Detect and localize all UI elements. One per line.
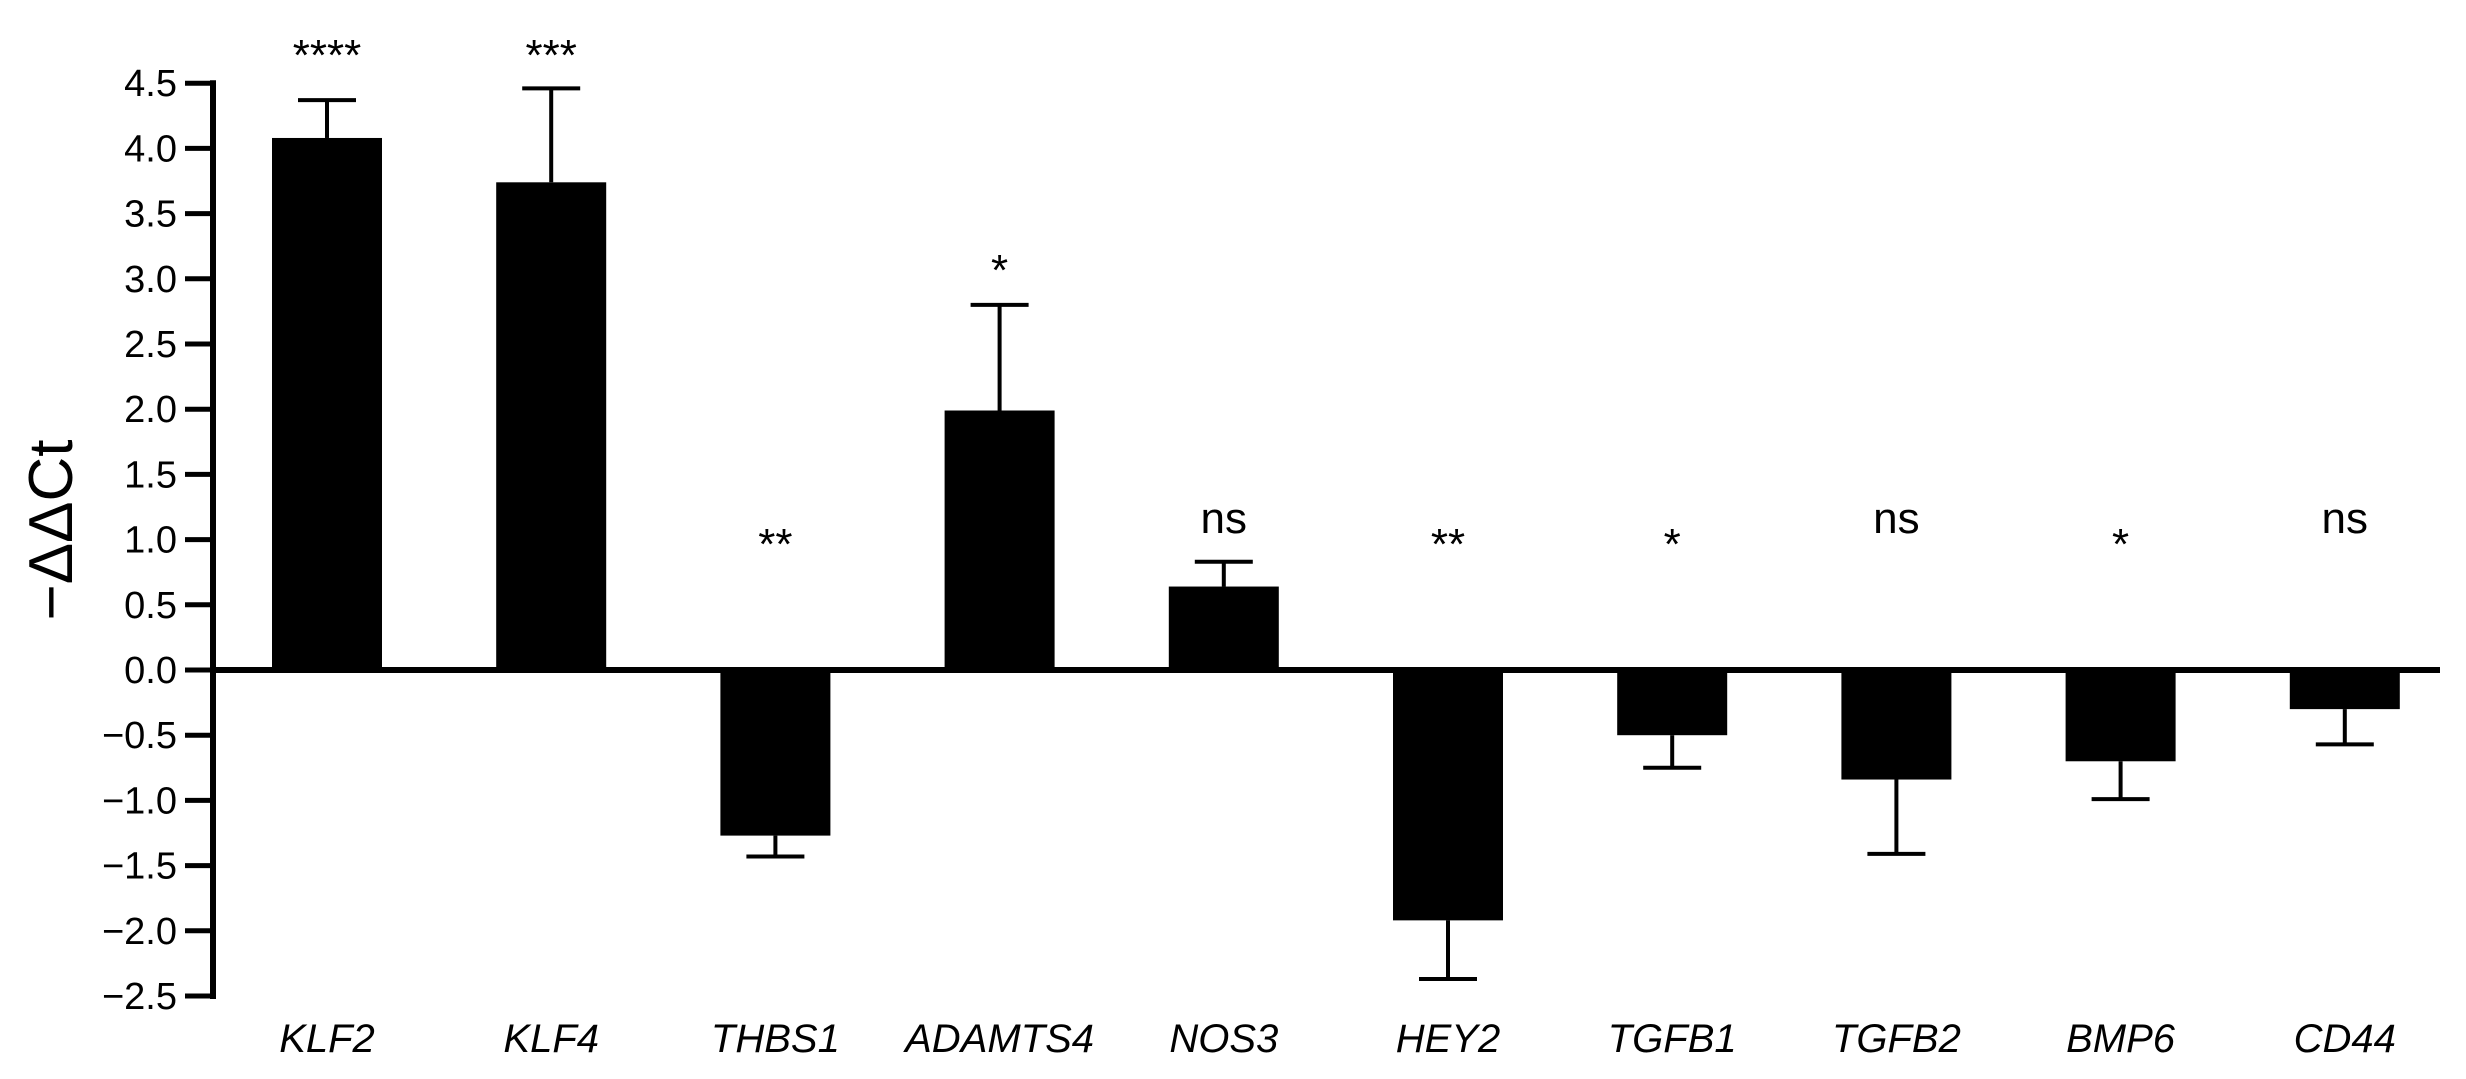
y-tick-label: 3.5 bbox=[124, 194, 177, 236]
y-axis-title: −ΔΔCt bbox=[17, 439, 86, 620]
bar bbox=[944, 410, 1055, 670]
category-label: CD44 bbox=[2294, 1017, 2396, 1061]
category-label: ADAMTS4 bbox=[903, 1017, 1094, 1061]
bar bbox=[720, 670, 831, 836]
bars bbox=[272, 137, 2400, 921]
significance-label: **** bbox=[293, 31, 362, 80]
y-tick-label: 2.5 bbox=[124, 324, 177, 366]
significance-label: *** bbox=[526, 31, 577, 80]
significance-label: ns bbox=[1873, 494, 1919, 543]
bar bbox=[272, 137, 382, 670]
y-tick-label: 0.5 bbox=[124, 585, 177, 627]
significance-label: ns bbox=[1201, 494, 1247, 543]
y-tick-label: −1.0 bbox=[102, 780, 177, 822]
y-tick-label: 4.5 bbox=[124, 63, 177, 105]
y-tick-label: −2.0 bbox=[102, 911, 177, 953]
y-tick-label: 2.0 bbox=[124, 389, 177, 431]
bar bbox=[1841, 670, 1952, 780]
y-tick-label: −2.5 bbox=[102, 976, 177, 1018]
significance-label: ns bbox=[2322, 494, 2368, 543]
category-label: TGFB1 bbox=[1608, 1017, 1737, 1061]
y-tick-label: 0.0 bbox=[124, 650, 177, 692]
significance-label: * bbox=[2112, 520, 2129, 569]
bar bbox=[496, 182, 607, 670]
category-label: KLF4 bbox=[503, 1017, 599, 1061]
y-tick-label: 4.0 bbox=[124, 128, 177, 170]
category-label: NOS3 bbox=[1169, 1017, 1278, 1061]
x-axis-categories: KLF2 KLF4 THBS1 ADAMTS4 NOS3 HEY2 TGFB1 TGFB2 BM… bbox=[279, 1017, 2396, 1061]
category-label: HEY2 bbox=[1396, 1017, 1501, 1061]
y-tick-label: 1.5 bbox=[124, 454, 177, 496]
y-tick-label: −1.5 bbox=[102, 846, 177, 888]
category-label: KLF2 bbox=[279, 1017, 375, 1061]
category-label: TGFB2 bbox=[1832, 1017, 1961, 1061]
significance-label: ** bbox=[1431, 520, 1465, 569]
category-label: THBS1 bbox=[711, 1017, 840, 1061]
y-tick-label: −0.5 bbox=[102, 715, 177, 757]
bar bbox=[1617, 670, 1728, 736]
significance-labels: **** ******ns** *ns*ns bbox=[293, 31, 2368, 569]
bar bbox=[2289, 670, 2400, 710]
y-tick-label: 1.0 bbox=[124, 520, 177, 562]
y-axis: 4.5 4.0 3.5 3.0 2.5 2.0 1.5 1.0 0.5 0.0 −0.5 −1.0 −1… bbox=[102, 63, 213, 1018]
significance-label: ** bbox=[758, 520, 792, 569]
bar bbox=[1168, 586, 1279, 670]
significance-label: * bbox=[991, 246, 1008, 295]
category-label: BMP6 bbox=[2066, 1017, 2176, 1061]
y-tick-label: 3.0 bbox=[124, 259, 177, 301]
error-bars bbox=[298, 86, 2374, 982]
significance-label: * bbox=[1664, 520, 1681, 569]
bar bbox=[1393, 670, 1503, 921]
bar bbox=[2065, 670, 2176, 762]
